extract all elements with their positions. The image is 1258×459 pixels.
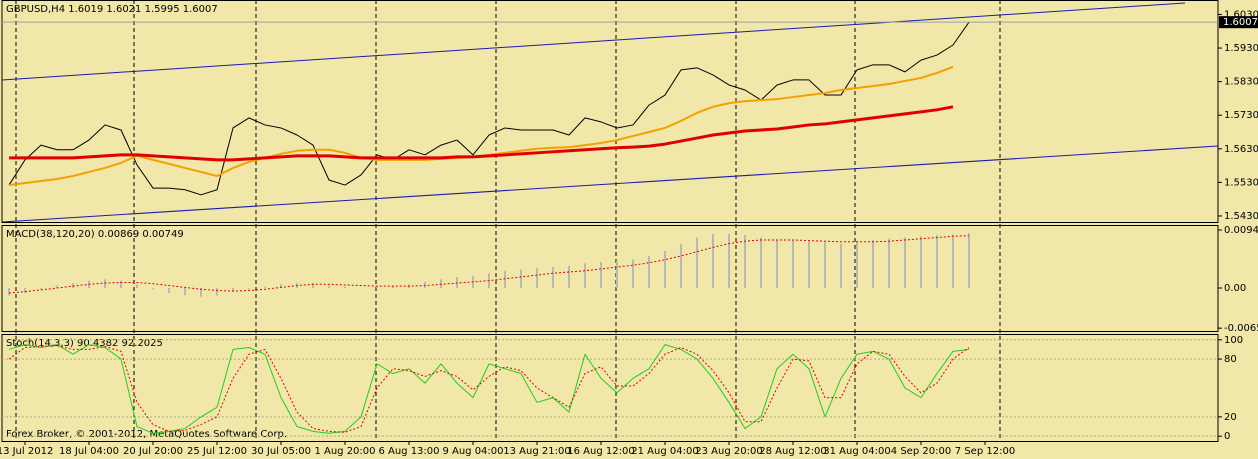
series-line bbox=[8, 345, 970, 433]
y-tick-label: 1.5930 bbox=[1224, 43, 1258, 54]
pane-title: MACD(38,120,20) 0.00869 0.00749 bbox=[6, 229, 184, 240]
x-tick-label: 31 Aug 04:00 bbox=[823, 446, 890, 457]
series-line bbox=[8, 235, 970, 294]
x-tick-label: 28 Aug 12:00 bbox=[759, 446, 826, 457]
channel-upper bbox=[1, 2, 1186, 81]
y-tick-label: 1.6030 bbox=[1224, 9, 1258, 20]
x-tick-label: 9 Aug 04:00 bbox=[442, 446, 503, 457]
y-tick-label: 80 bbox=[1224, 354, 1237, 365]
x-tick-label: 23 Aug 20:00 bbox=[695, 446, 762, 457]
series-line bbox=[9, 105, 954, 162]
copyright: Forex Broker, © 2001-2012, MetaQuotes So… bbox=[6, 429, 287, 440]
x-tick-label: 20 Jul 20:00 bbox=[123, 446, 183, 457]
y-tick-label: 100 bbox=[1224, 335, 1243, 346]
y-tick-label: 0 bbox=[1224, 431, 1230, 442]
x-tick-label: 18 Jul 04:00 bbox=[59, 446, 119, 457]
x-tick-label: 1 Aug 20:00 bbox=[314, 446, 375, 457]
x-tick-label: 21 Aug 04:00 bbox=[631, 446, 698, 457]
channel-lower bbox=[1, 145, 1219, 223]
series-line bbox=[8, 21, 970, 196]
x-tick-label: 7 Sep 12:00 bbox=[955, 446, 1015, 457]
y-tick-label: 0.00942 bbox=[1224, 225, 1258, 236]
y-tick-label: 1.5530 bbox=[1224, 177, 1258, 188]
period-separators bbox=[15, 0, 1001, 441]
x-tick-label: 16 Aug 12:00 bbox=[567, 446, 634, 457]
x-tick-label: 13 Aug 21:00 bbox=[503, 446, 570, 457]
x-tick-label: 30 Jul 05:00 bbox=[251, 446, 311, 457]
x-tick-label: 4 Sep 20:00 bbox=[891, 446, 951, 457]
current-price: 1.6007 bbox=[1223, 17, 1258, 28]
stoch-pane bbox=[1, 334, 1219, 442]
y-tick-label: 20 bbox=[1224, 412, 1237, 423]
y-tick-label: 1.5430 bbox=[1224, 211, 1258, 222]
macd-pane bbox=[1, 225, 1219, 332]
pane-title: GBPUSD,H4 1.6019 1.6021 1.5995 1.6007 bbox=[6, 4, 218, 15]
y-tick-label: 1.5630 bbox=[1224, 144, 1258, 155]
price-pane bbox=[1, 0, 1219, 223]
x-tick-label: 13 Jul 2012 bbox=[0, 446, 53, 457]
price-box bbox=[1219, 16, 1258, 29]
pane-title: Stoch(14,3,3) 90.4382 92.2025 bbox=[6, 338, 163, 349]
series-line bbox=[8, 344, 970, 434]
x-tick-label: 25 Jul 12:00 bbox=[187, 446, 247, 457]
y-tick-label: 1.5830 bbox=[1224, 77, 1258, 88]
y-tick-label: -0.00652 bbox=[1224, 323, 1258, 334]
y-tick-label: 0.00 bbox=[1224, 283, 1246, 294]
x-tick-label: 6 Aug 13:00 bbox=[378, 446, 439, 457]
y-tick-label: 1.5730 bbox=[1224, 110, 1258, 121]
